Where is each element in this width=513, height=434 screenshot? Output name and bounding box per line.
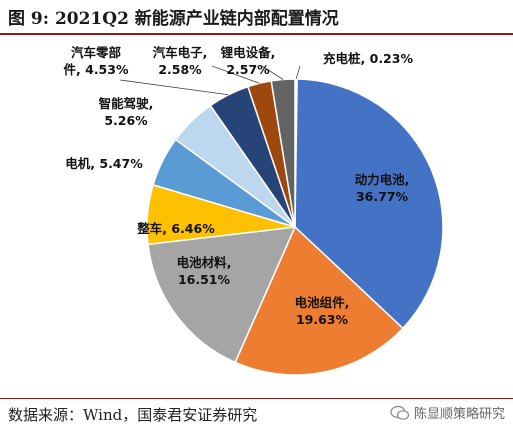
- watermark-text: 陈显顺策略研究: [413, 407, 505, 422]
- data-label-2: 电池组件, 19.63%: [295, 295, 350, 327]
- figure-title: 图 9: 2021Q2 新能源产业链内部配置情况: [8, 9, 339, 29]
- watermark: 陈显顺策略研究: [390, 403, 505, 422]
- data-label-9: 锂电设备, 2.57%: [221, 45, 276, 77]
- data-label-7: 汽车零部件, 4.53%: [64, 45, 129, 77]
- footer-divider: [0, 398, 513, 399]
- wechat-icon: [390, 405, 410, 420]
- data-label-1: 动力电池, 36.77%: [355, 172, 410, 204]
- data-label-0: 充电桩, 0.23%: [323, 51, 413, 66]
- pie-slice-3: [147, 226, 297, 364]
- pie-slice-2: [234, 225, 404, 376]
- data-label-5: 电机, 5.47%: [65, 156, 143, 171]
- pie-slice-1: [294, 78, 444, 330]
- title-bar: 图 9: 2021Q2 新能源产业链内部配置情况: [0, 0, 513, 30]
- pie-chart: 充电桩, 0.23% 动力电池, 36.77% 电池组件, 19.63% 电池材料, 16.…: [64, 45, 444, 376]
- data-label-6: 智能驾驶, 5.26%: [98, 96, 154, 128]
- leader-line-9: [261, 65, 284, 80]
- source-note: 数据来源：Wind，国泰君安证券研究: [8, 406, 258, 424]
- title-divider: [0, 33, 513, 35]
- data-label-3: 电池材料, 16.51%: [177, 255, 232, 287]
- leader-line-8: [211, 65, 260, 84]
- data-label-4: 整车, 6.46%: [137, 221, 215, 236]
- leader-line-0: [295, 65, 301, 80]
- leader-line-7: [119, 79, 229, 96]
- data-label-8: 汽车电子, 2.58%: [153, 45, 208, 77]
